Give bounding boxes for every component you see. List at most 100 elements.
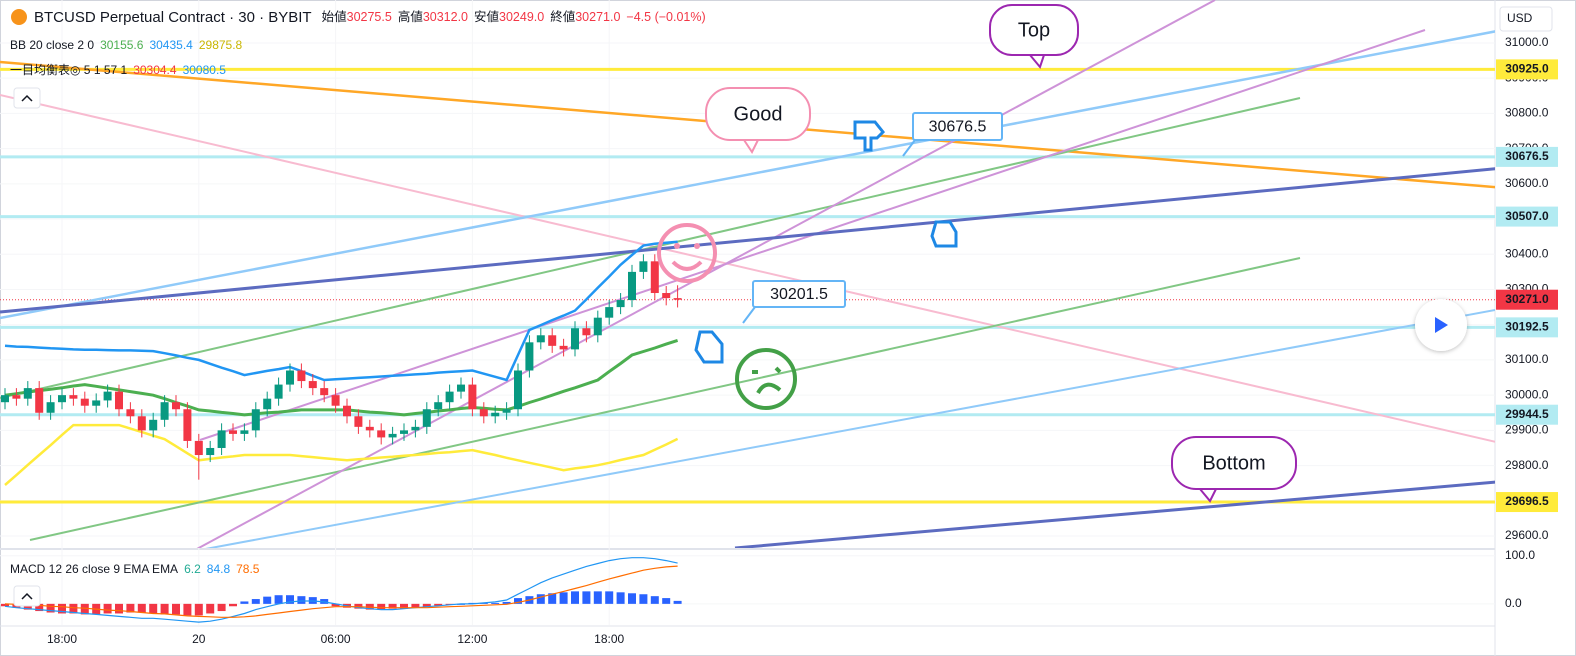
drawings [0, 0, 1495, 548]
signal-line [4, 565, 678, 618]
macd-histogram-bar [286, 595, 294, 604]
macd-hist-value: 6.2 [184, 562, 201, 576]
sad-face-features [752, 366, 782, 395]
candle-body [434, 402, 443, 410]
candle-body [35, 388, 44, 413]
bb-label: BB 20 close 2 0 [10, 38, 94, 52]
candle-body [479, 409, 488, 417]
trend-line [0, 97, 1301, 399]
candle-body [103, 391, 112, 401]
macd-histogram-bar [46, 603, 55, 613]
macd-histogram-bar [422, 603, 431, 607]
x-tick-label: 20 [192, 632, 206, 646]
candle-body [160, 402, 169, 420]
currency-label: USD [1507, 11, 1533, 25]
price-label-box [1496, 317, 1558, 338]
candle-body [320, 388, 329, 396]
trend-line [734, 480, 1495, 548]
macd-legend: MACD 12 26 close 9 EMA EMA 6.2 84.8 78.5 [10, 562, 260, 576]
macd-histogram-bar [69, 603, 78, 614]
macd-histogram-bar [23, 603, 32, 610]
callout-text: 30676.5 [929, 119, 987, 136]
hand-icon [930, 220, 958, 248]
callout [1171, 436, 1297, 490]
macd-histogram-bar [80, 603, 89, 615]
macd-value: 84.8 [207, 562, 231, 576]
macd-histogram-bar [160, 603, 169, 615]
macd-histogram-bar [126, 603, 135, 613]
macd-label: MACD 12 26 close 9 EMA EMA [10, 562, 178, 576]
candle-body [616, 300, 625, 308]
ohlc-name: 高値 [398, 9, 423, 24]
x-tick-label: 12:00 [457, 632, 487, 646]
candle-body [263, 398, 272, 410]
callout [752, 280, 846, 308]
macd-histogram-bar [229, 603, 237, 607]
candle-body [240, 430, 249, 434]
candle-body [308, 381, 317, 389]
candle-body [172, 402, 180, 410]
price-lines [0, 67, 1495, 504]
macd-histogram-bar [274, 595, 283, 604]
macd-histogram-bar [639, 594, 648, 604]
macd-histogram-bar [297, 596, 306, 604]
macd-histogram-bar [251, 599, 260, 604]
callout-text: Bottom [1202, 452, 1265, 474]
ohlc-name: 始値 [322, 9, 347, 24]
collapse-icon [21, 592, 33, 600]
collapse-button[interactable] [13, 585, 41, 607]
ohlc-value: 30275.5 [347, 10, 392, 24]
stickers [657, 120, 958, 410]
candle-body [217, 430, 226, 448]
header: BTCUSD Perpetual Contract · 30 · BYBIT 始値… [10, 9, 706, 607]
macd-histogram-bar [536, 594, 545, 604]
trend-line [29, 257, 1301, 541]
candle-body [571, 328, 579, 350]
price-label-box [1496, 404, 1558, 425]
hand-icon [694, 330, 724, 364]
candle-body [343, 405, 351, 417]
price-label-box [1496, 146, 1558, 167]
price-label-box [1496, 492, 1558, 513]
price-label: 30925.0 [1505, 62, 1549, 76]
symbol-header: BTCUSD Perpetual Contract · 30 · BYBIT 始値… [34, 9, 706, 26]
callout [912, 112, 1003, 141]
trend-line [205, 308, 1495, 548]
y-tick-label: 30600.0 [1505, 176, 1549, 190]
play-icon [1435, 317, 1448, 333]
macd-histogram-bar [605, 591, 614, 604]
candle-body [628, 271, 636, 301]
candle-body [673, 298, 682, 300]
axes: 29600.029700.029800.029900.030000.030100… [47, 35, 1558, 646]
price-label: 30507.0 [1505, 209, 1549, 223]
smiley-eye [694, 243, 700, 249]
macd-histogram-bar [103, 603, 112, 614]
candle-body [1, 395, 9, 403]
callout-tail [902, 139, 916, 157]
smiley-eye [674, 243, 680, 249]
candle-body [115, 391, 123, 410]
symbol-icon [11, 9, 27, 25]
currency-button[interactable] [1499, 6, 1553, 32]
trend-line [0, 30, 1495, 320]
collapse-button[interactable] [13, 87, 41, 109]
annotations: Top Good Bottom 30676.5 30201.5 [705, 4, 1297, 503]
macd-histogram-bar [206, 603, 215, 614]
candle-body [194, 440, 203, 456]
macd-histogram-bar [548, 593, 557, 604]
candle-body [525, 342, 534, 371]
candle-body [388, 433, 397, 438]
candle-body [137, 416, 146, 431]
macd-histogram-bar [650, 596, 659, 604]
candle-body [593, 317, 602, 336]
candle-body [468, 384, 477, 410]
candles [1, 254, 682, 480]
callout-tail [743, 139, 759, 154]
bb-line [4, 240, 678, 382]
candle-body [126, 409, 135, 417]
macd-histogram-bar [616, 592, 625, 604]
candle-body [536, 335, 545, 343]
macd-histogram-bar [331, 603, 340, 607]
candle-body [650, 261, 659, 294]
candle-body [251, 409, 260, 431]
